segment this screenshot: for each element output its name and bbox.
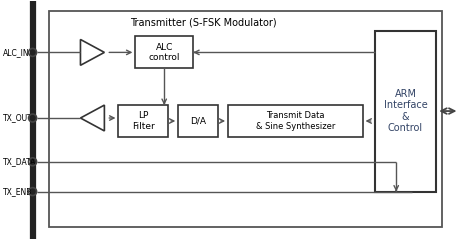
Bar — [178, 105, 218, 137]
Text: TX_OUT: TX_OUT — [3, 114, 32, 122]
Text: TX_ENB: TX_ENB — [3, 187, 32, 196]
Text: LP
Filter: LP Filter — [132, 111, 155, 131]
Text: Transmitter (S-FSK Modulator): Transmitter (S-FSK Modulator) — [130, 18, 277, 28]
Bar — [48, 11, 442, 227]
Text: D/A: D/A — [190, 116, 206, 126]
Bar — [118, 105, 168, 137]
Bar — [375, 30, 437, 192]
Text: ALC
control: ALC control — [149, 43, 180, 62]
Text: Transmit Data
& Sine Synthesizer: Transmit Data & Sine Synthesizer — [256, 111, 335, 131]
Text: ARM
Interface
&
Control: ARM Interface & Control — [384, 89, 427, 133]
Bar — [135, 36, 193, 68]
Text: ALC_IN: ALC_IN — [3, 48, 29, 57]
Text: TX_DATA: TX_DATA — [3, 157, 36, 166]
Bar — [228, 105, 363, 137]
